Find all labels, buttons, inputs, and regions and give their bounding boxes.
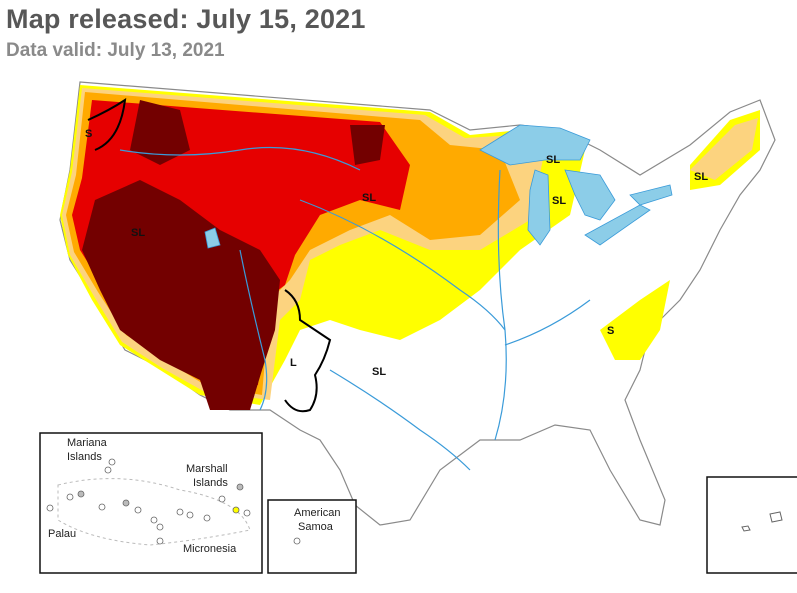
impact-label-sl-texas: SL [372,366,386,378]
lake-superior [479,124,591,166]
d0-east-patch [600,280,670,360]
inset-micronesia-label: Micronesia [183,543,237,555]
great-lakes [204,124,673,249]
d4-exceptional [82,180,280,410]
d1-northeast [690,118,758,180]
inset-samoa-label2: Samoa [298,521,334,533]
inset-samoa-label1: American [294,507,340,519]
d4-north-patch [130,100,190,165]
lake-erie [584,204,651,246]
impact-label-sl-northeast: SL [694,171,708,183]
drought-layers [60,85,760,410]
impact-label-sl-michigan: SL [552,195,566,207]
d4-montana-patch [350,125,385,165]
impact-label-sl-montana: SL [362,192,376,204]
map-subtitle: Data valid: July 13, 2021 [6,40,225,61]
great-salt-lake [204,227,221,249]
lake-ontario [629,184,673,206]
samoa-inset: American Samoa [267,499,357,574]
impact-label-s-northwest: S [85,128,92,140]
pacific-islands-inset: Mariana Islands Marshall Islands Palau M… [39,432,263,574]
impact-label-s-east: S [607,325,614,337]
hawaii-inset [706,476,797,574]
map-title: Map released: July 15, 2021 [6,4,366,34]
impact-label-sl-lakes: SL [546,154,560,166]
impact-boundaries [87,97,332,413]
impact-label-l-southwest: L [290,357,297,369]
island-markers [46,458,251,545]
lake-huron [564,169,616,221]
impact-label-sl-california: SL [131,227,145,239]
lake-michigan [527,169,551,246]
inset-mariana-label: Mariana [67,437,108,449]
rivers [119,146,591,471]
inset-palau-label: Palau [48,528,76,540]
inset-marshall-label: Marshall [186,463,228,475]
inset-mariana-label2: Islands [67,451,102,463]
inset-marshall-label2: Islands [193,477,228,489]
